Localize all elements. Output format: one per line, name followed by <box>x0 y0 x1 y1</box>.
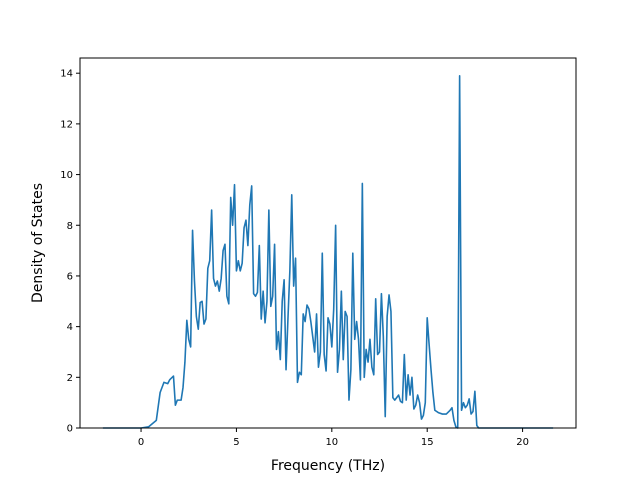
plot-area <box>80 58 576 428</box>
x-tick-label: 10 <box>325 437 338 448</box>
axes-frame <box>79 57 577 429</box>
y-tick-label: 10 <box>60 170 73 181</box>
chart-marks <box>102 74 554 429</box>
y-tick-label: 2 <box>67 373 73 384</box>
x-axis-label: Frequency (THz) <box>271 458 385 474</box>
y-axis-ticks: 0 2 4 6 8 10 12 14 <box>60 69 80 435</box>
y-tick-label: 4 <box>67 322 73 333</box>
x-tick-label: 0 <box>138 437 144 448</box>
y-tick-label: 14 <box>60 69 73 80</box>
x-tick-label: 5 <box>233 437 239 448</box>
dos-series-line-0 <box>102 74 554 429</box>
x-tick-label: 15 <box>421 437 434 448</box>
x-tick-label: 20 <box>516 437 529 448</box>
x-axis-ticks: 0 5 10 15 20 <box>138 428 529 448</box>
y-tick-label: 8 <box>67 221 73 232</box>
y-tick-label: 6 <box>67 271 73 282</box>
y-tick-label: 0 <box>67 424 73 435</box>
y-axis-label: Density of States <box>30 183 46 303</box>
y-tick-label: 12 <box>60 119 73 130</box>
